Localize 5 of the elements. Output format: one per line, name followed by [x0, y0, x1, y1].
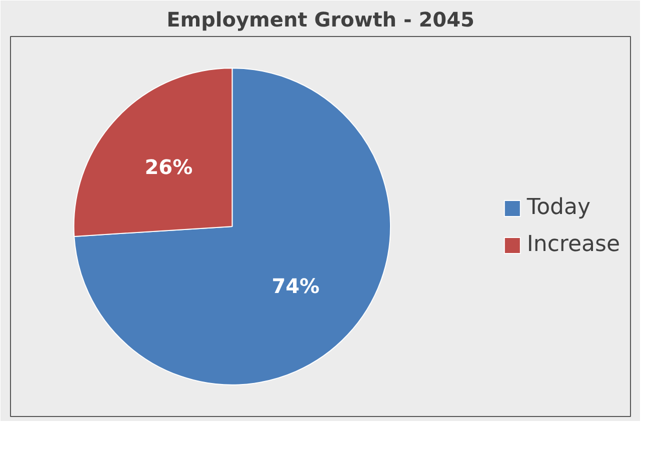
data-label: 74% — [272, 274, 320, 298]
chart-title: Employment Growth - 2045 — [166, 8, 474, 32]
legend-label: Today — [526, 195, 591, 220]
legend-label: Increase — [526, 232, 620, 257]
data-label: 26% — [144, 154, 193, 179]
